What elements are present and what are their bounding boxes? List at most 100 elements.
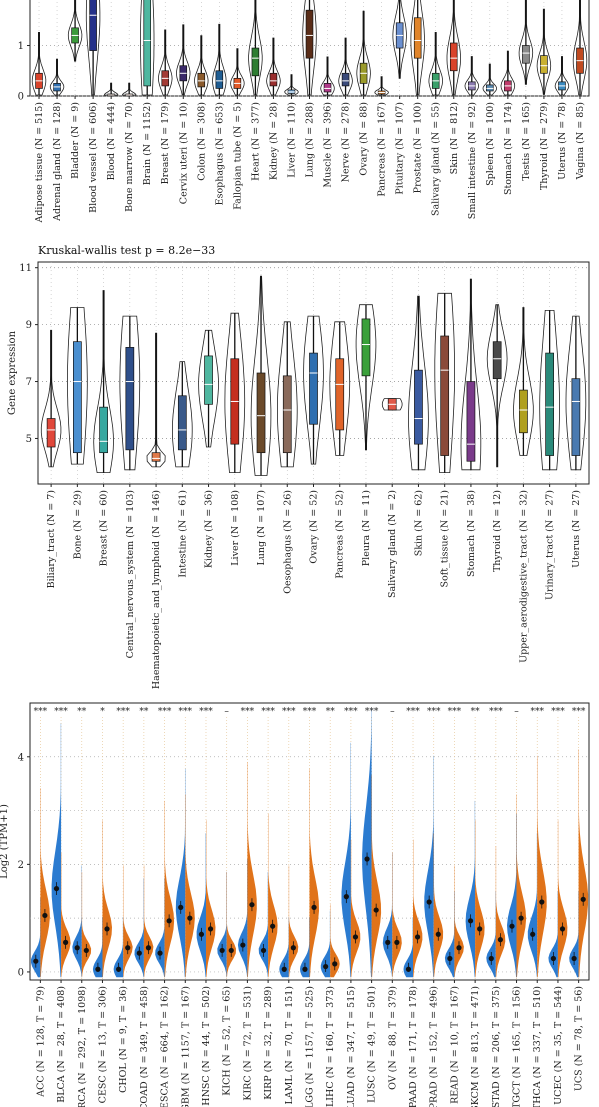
x-tick-label: SKCM (N = 813, T = 471): [470, 986, 481, 1107]
median-point: [125, 945, 131, 951]
tumor-half-violin: [557, 820, 568, 978]
normal-half-violin: [403, 917, 413, 978]
significance-label: ***: [530, 707, 544, 717]
significance-label: –: [224, 707, 229, 717]
tumor-half-violin: [537, 755, 547, 978]
x-tick-label: READ (N = 10, T = 167): [449, 986, 460, 1104]
x-tick-label: Brain (N = 1152): [142, 102, 153, 185]
violin-shape: [381, 398, 403, 411]
tumor-half-violin: [413, 839, 423, 978]
x-tick-label: Haematopoietic_and_lymphoid (N = 146): [151, 490, 162, 689]
x-tick-label: Bone (N = 29): [72, 490, 83, 559]
box-6: [204, 355, 213, 405]
x-tick-label: Biliary_tract (N = 7): [46, 490, 57, 588]
tumor-half-violin: [516, 794, 527, 978]
x-tick-label: Prostate (N = 100): [413, 102, 424, 193]
median-point: [477, 926, 483, 932]
significance-label: **: [139, 707, 149, 717]
x-tick-label: Lung (N = 107): [256, 490, 267, 566]
significance-label: ***: [179, 707, 193, 717]
x-tick-label: Kidney (N = 36): [204, 490, 215, 568]
tumor-half-violin: [143, 865, 154, 978]
normal-half-violin: [237, 859, 248, 978]
significance-label: **: [471, 707, 481, 717]
x-tick-label: Testis (N = 165): [521, 102, 532, 181]
significance-label: ***: [365, 707, 379, 717]
median-point: [405, 966, 412, 972]
x-tick-label: Breast (N = 60): [99, 490, 110, 566]
significance-label: ***: [489, 707, 503, 717]
normal-half-violin: [217, 871, 227, 978]
x-tick-label: LIHC (N = 160, T = 373): [325, 986, 336, 1107]
x-tick-label: Cervix uteri (N = 10): [178, 102, 189, 204]
x-tick-label: LGG (N = 1157, T = 525): [305, 986, 316, 1107]
median-point: [385, 939, 391, 945]
normal-half-violin: [31, 897, 41, 978]
normal-half-violin: [196, 833, 206, 978]
x-tick-label: Ovary (N = 52): [309, 490, 320, 564]
median-point: [42, 912, 48, 919]
tumor-half-violin: [102, 820, 112, 978]
y-tick-label: 11: [19, 263, 32, 274]
box-14: [414, 369, 423, 445]
x-tick-label: Pleura (N = 11): [361, 490, 372, 566]
x-tick-label: Liver (N = 110): [286, 102, 297, 178]
median-point: [63, 939, 69, 945]
x-tick-label: COAD (N = 349, T = 458): [139, 986, 150, 1107]
median-point: [207, 926, 214, 932]
median-point: [219, 947, 225, 954]
median-point: [414, 934, 421, 940]
significance-label: ***: [261, 707, 275, 717]
box-10: [215, 70, 224, 89]
tumor-half-violin: [123, 865, 133, 978]
median-point: [53, 885, 60, 892]
x-tick-label: TGCT (N = 165, T = 156): [512, 986, 523, 1107]
box-1: [73, 341, 82, 454]
median-point: [497, 937, 503, 943]
box-15: [305, 9, 314, 59]
box-11: [335, 358, 345, 431]
y-tick-label: 2: [18, 0, 24, 2]
box-17: [492, 341, 502, 380]
significance-label: ***: [344, 707, 358, 717]
tumor-half-violin: [61, 852, 71, 978]
tumor-half-violin: [454, 865, 464, 978]
significance-label: ***: [448, 707, 462, 717]
x-tick-label: Esophagus (N = 653): [214, 102, 225, 205]
x-tick-label: Stomach (N = 38): [466, 490, 477, 577]
normal-half-violin: [507, 813, 517, 978]
x-tick-label: BLCA (N = 28, T = 408): [56, 986, 67, 1103]
tumor-half-violin: [40, 788, 50, 978]
y-tick-label: 1: [18, 41, 24, 52]
x-tick-label: Pancreas (N = 52): [335, 490, 346, 579]
violin-shape: [66, 307, 88, 465]
median-point: [240, 942, 246, 948]
violin-shape: [198, 329, 219, 448]
box-23: [449, 42, 458, 72]
significance-label: ***: [282, 707, 296, 717]
y-tick-label: 2: [18, 860, 24, 871]
box-27: [522, 45, 530, 64]
significance-label: ***: [116, 707, 130, 717]
box-13: [269, 72, 278, 87]
tumor-half-violin: [371, 775, 382, 978]
box-5: [177, 395, 187, 451]
violin-shape: [329, 321, 351, 456]
significance-label: ***: [158, 707, 172, 717]
x-tick-label: Liver (N = 108): [230, 490, 241, 566]
x-tick-label: KICH (N = 52, T = 65): [222, 986, 233, 1096]
box-17: [341, 72, 350, 87]
box-28: [540, 55, 548, 74]
y-axis-label: Gene expression: [7, 330, 18, 415]
x-tick-label: Oesophagus (N = 26): [282, 490, 293, 594]
x-tick-label: Thyroid (N = 12): [492, 490, 503, 572]
tumor-half-violin: [247, 762, 257, 978]
box-4: [151, 452, 161, 462]
normal-half-violin: [279, 917, 289, 978]
significance-label: **: [326, 707, 336, 717]
box-15: [440, 335, 450, 456]
x-tick-label: THCA (N = 337, T = 510): [532, 986, 543, 1107]
y-tick-label: 9: [26, 320, 32, 331]
